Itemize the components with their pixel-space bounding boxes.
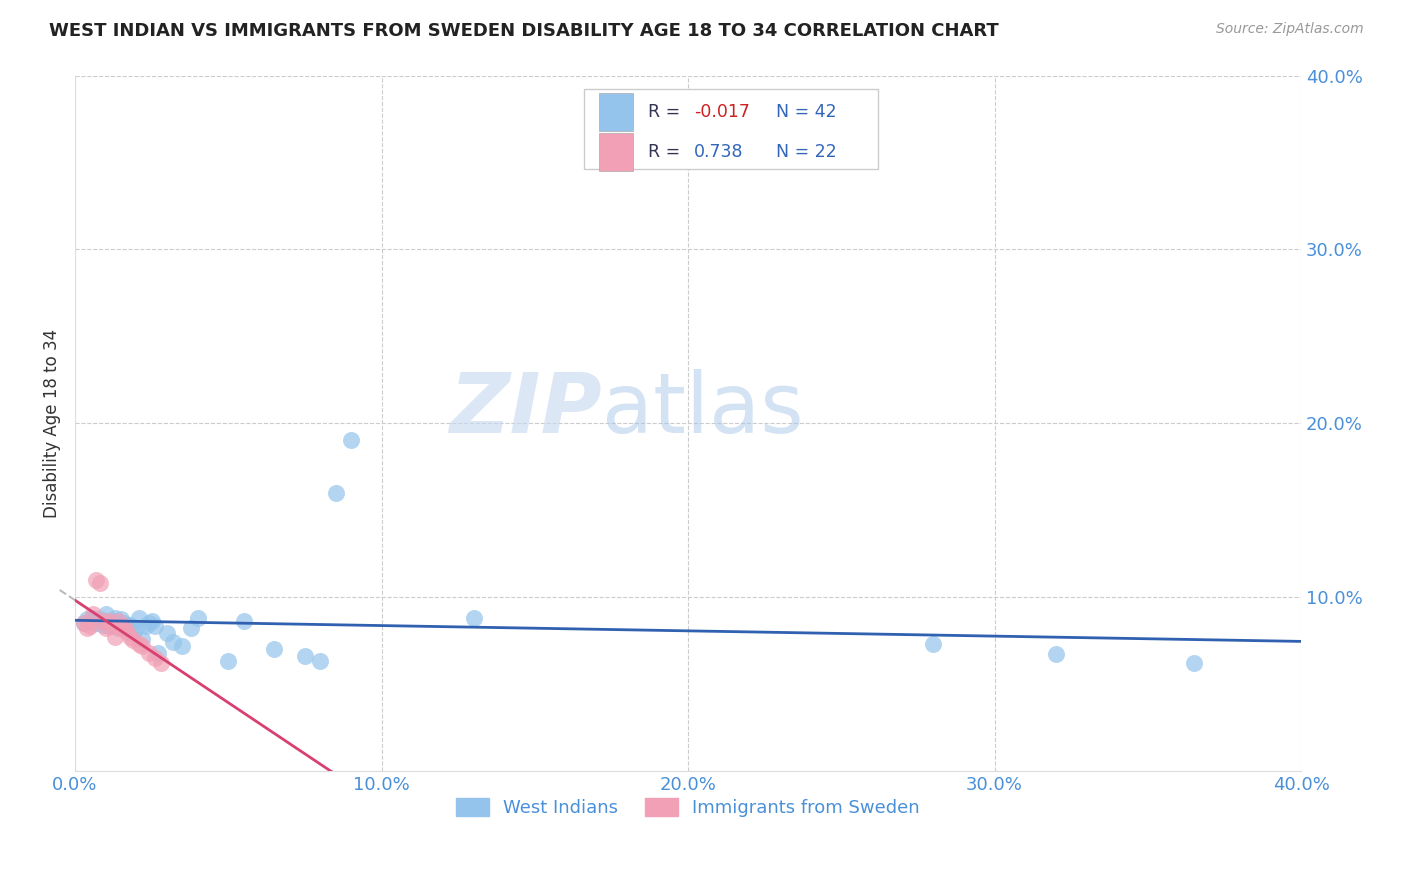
Point [125, 621, 148, 635]
Point [922, 637, 945, 651]
Point [138, 646, 160, 660]
Text: N = 42: N = 42 [776, 103, 837, 120]
Point [110, 612, 132, 626]
Point [76, 612, 98, 626]
Point [101, 619, 124, 633]
Point [120, 617, 142, 632]
Text: ZIP: ZIP [450, 368, 602, 450]
Point [294, 648, 316, 663]
Point [73, 615, 96, 630]
Point [94, 607, 117, 622]
Point [115, 624, 138, 639]
Text: N = 22: N = 22 [776, 143, 837, 161]
Point [309, 654, 332, 668]
Text: atlas: atlas [602, 368, 804, 450]
Point [141, 614, 163, 628]
Point [97, 614, 120, 628]
Point [146, 646, 169, 660]
Point [79, 614, 101, 628]
Bar [599, 93, 633, 131]
Legend: West Indians, Immigrants from Sweden: West Indians, Immigrants from Sweden [449, 790, 927, 824]
Point [131, 632, 153, 646]
Text: R =: R = [648, 143, 690, 161]
Point [325, 485, 347, 500]
Y-axis label: Disability Age 18 to 34: Disability Age 18 to 34 [44, 328, 60, 517]
Point [340, 434, 363, 448]
Point [120, 630, 142, 644]
Point [86, 615, 108, 630]
Point [104, 630, 127, 644]
Point [112, 615, 135, 630]
FancyBboxPatch shape [583, 89, 879, 169]
Point [112, 619, 135, 633]
Point [463, 611, 485, 625]
Point [128, 637, 150, 651]
Point [263, 642, 285, 657]
Point [180, 621, 202, 635]
Point [82, 611, 104, 625]
Point [107, 614, 129, 628]
Point [1045, 647, 1067, 661]
Text: Source: ZipAtlas.com: Source: ZipAtlas.com [1216, 22, 1364, 37]
Point [232, 614, 254, 628]
Point [101, 614, 124, 628]
Point [162, 635, 184, 649]
Point [138, 615, 160, 630]
Point [97, 619, 120, 633]
Point [143, 650, 166, 665]
Point [110, 621, 132, 635]
Point [149, 656, 172, 670]
Point [86, 573, 108, 587]
Point [172, 639, 194, 653]
Point [94, 614, 117, 628]
Text: -0.017: -0.017 [695, 103, 749, 120]
Point [187, 611, 209, 625]
Point [134, 619, 156, 633]
Text: 0.738: 0.738 [695, 143, 744, 161]
Point [91, 617, 114, 632]
Point [217, 654, 239, 668]
Point [156, 626, 179, 640]
Point [89, 576, 111, 591]
Point [73, 615, 96, 630]
Point [94, 621, 117, 635]
Point [115, 619, 138, 633]
Point [128, 611, 150, 625]
Point [107, 621, 129, 635]
Bar [599, 133, 633, 171]
Point [104, 611, 127, 625]
Point [122, 633, 145, 648]
Point [143, 619, 166, 633]
Point [89, 612, 111, 626]
Point [82, 607, 104, 622]
Point [91, 614, 114, 628]
Point [122, 626, 145, 640]
Point [79, 619, 101, 633]
Point [76, 621, 98, 635]
Point [131, 639, 153, 653]
Point [1182, 656, 1205, 670]
Text: WEST INDIAN VS IMMIGRANTS FROM SWEDEN DISABILITY AGE 18 TO 34 CORRELATION CHART: WEST INDIAN VS IMMIGRANTS FROM SWEDEN DI… [49, 22, 998, 40]
Text: R =: R = [648, 103, 685, 120]
